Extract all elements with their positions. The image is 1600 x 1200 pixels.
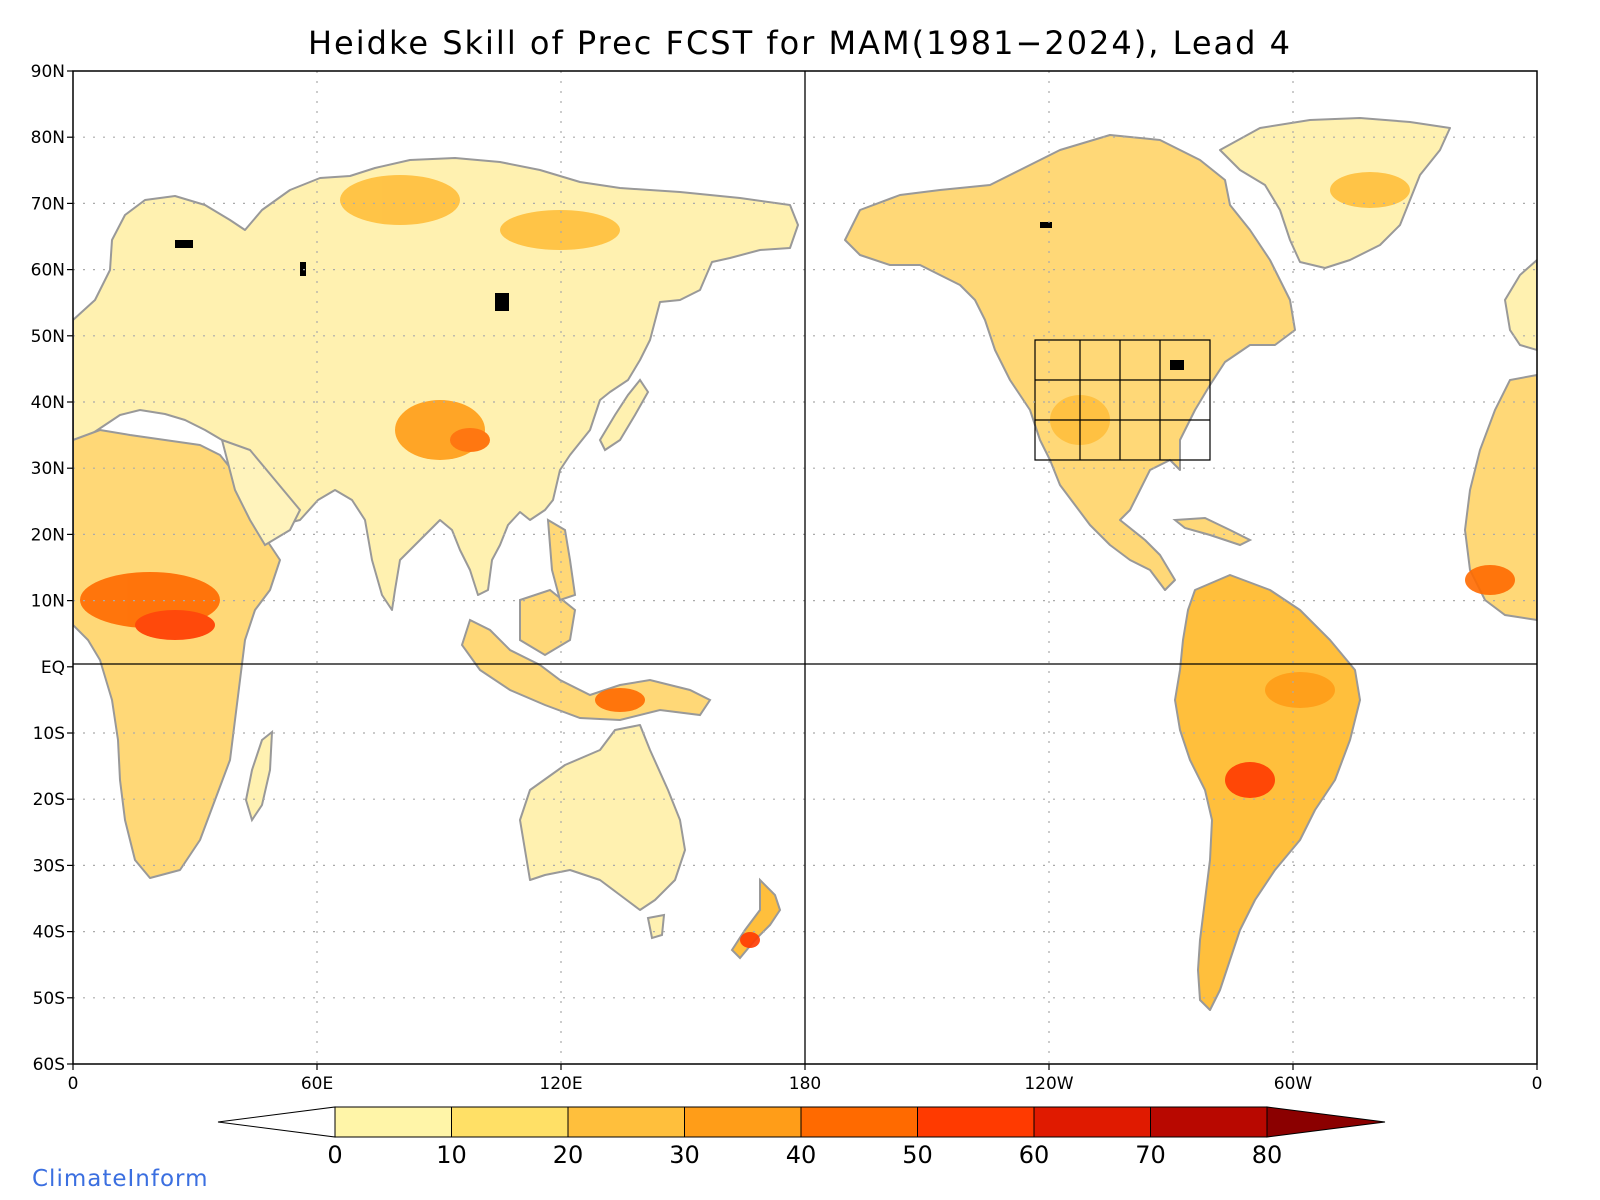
- colorbar-label: 10: [436, 1141, 467, 1169]
- colorbar-label: 80: [1252, 1141, 1283, 1169]
- colorbar-label: 0: [327, 1141, 342, 1169]
- lat-tick-label: 30N: [31, 459, 65, 479]
- lon-tick-label: 60W: [1274, 1074, 1313, 1094]
- colorbar: 0 10 20 30 40 50 60 70 80: [217, 1106, 1386, 1169]
- colorbar-bin: [451, 1106, 569, 1138]
- colorbar-bin: [684, 1106, 802, 1138]
- colorbar-bin: [1033, 1106, 1151, 1138]
- colorbar-above-triangle: [1266, 1106, 1386, 1138]
- lon-tick-label: 60E: [301, 1074, 333, 1094]
- lat-tick-label: 60S: [33, 1055, 65, 1075]
- lon-tick-label: 0: [1532, 1074, 1543, 1094]
- colorbar-label: 50: [902, 1141, 933, 1169]
- lon-tick-label: 0: [68, 1074, 79, 1094]
- lon-tick-label: 120E: [539, 1074, 582, 1094]
- land-caribbean: [1172, 516, 1253, 547]
- colorbar-label: 20: [553, 1141, 584, 1169]
- lat-tick-label: 50S: [33, 989, 65, 1009]
- lat-tick-label: 70N: [31, 194, 65, 214]
- colorbar-label: 60: [1019, 1141, 1050, 1169]
- lat-tick-label: 60N: [31, 261, 65, 281]
- colorbar-label: 40: [786, 1141, 817, 1169]
- colorbar-bin: [1150, 1106, 1268, 1138]
- lat-tick-label: EQ: [41, 658, 65, 678]
- lat-tick-label: 80N: [31, 128, 65, 148]
- us-state-boundaries: [1034, 339, 1211, 461]
- lat-tick-label: 20S: [33, 790, 65, 810]
- land-eurasia-wrap: [1503, 258, 1537, 352]
- lon-tick-label: 120W: [1024, 1074, 1073, 1094]
- lat-tick-label: 50N: [31, 327, 65, 347]
- colorbar-label: 30: [669, 1141, 700, 1169]
- latitude-axis: 90N 80N 70N 60N 50N 40N 30N 20N 10N EQ 10S 20S 30S 40…: [31, 62, 73, 1075]
- lat-tick-label: 30S: [33, 856, 65, 876]
- credit-label: ClimateInform: [32, 1166, 209, 1192]
- colorbar-below-triangle: [217, 1106, 336, 1138]
- land-north-america: [844, 134, 1296, 591]
- colorbar-bin: [334, 1106, 452, 1138]
- land-africa-wrap: [1463, 373, 1537, 622]
- land-borneo: [519, 588, 577, 657]
- lat-tick-label: 10N: [31, 592, 65, 612]
- map-title: Heidke Skill of Prec FCST for MAM(1981−2…: [307, 24, 1292, 62]
- colorbar-bin: [800, 1106, 918, 1138]
- land-japan: [598, 378, 650, 452]
- lon-tick-label: 180: [789, 1074, 821, 1094]
- land-madagascar: [244, 729, 274, 823]
- skill-hotspots: [80, 172, 1515, 948]
- colorbar-label: 70: [1135, 1141, 1166, 1169]
- lat-tick-label: 90N: [31, 62, 65, 82]
- land-maritime-se-asia: [460, 618, 712, 722]
- land-philippines: [546, 518, 577, 602]
- colorbar-bin: [917, 1106, 1035, 1138]
- longitude-axis: 0 60E 120E 180 120W 60W 0: [68, 1064, 1543, 1094]
- lat-tick-label: 40N: [31, 393, 65, 413]
- colorbar-bin: [567, 1106, 685, 1138]
- lat-tick-label: 10S: [33, 724, 65, 744]
- land-arabia: [220, 438, 302, 547]
- land-africa: [73, 429, 281, 879]
- lat-tick-label: 20N: [31, 525, 65, 545]
- lat-tick-label: 40S: [33, 923, 65, 943]
- land-tasmania: [646, 913, 666, 940]
